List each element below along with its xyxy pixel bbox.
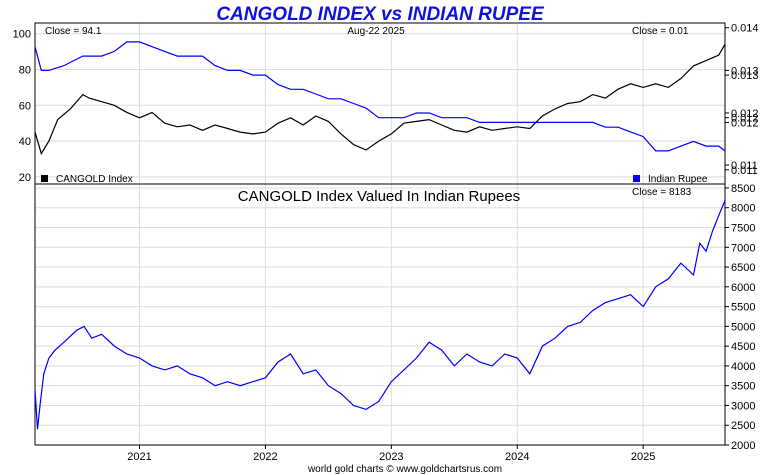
left-close-readout: Close = 94.1 (45, 26, 102, 37)
legend-swatch-cangold (41, 175, 48, 182)
x-axis: 2021 2022 2023 2024 2025 (127, 445, 655, 463)
bottom-right-tick-label: 2500 (731, 420, 755, 432)
left-tick-label: 100 (13, 29, 31, 41)
bottom-right-tick-label: 4000 (731, 361, 755, 373)
left-tick-label: 40 (19, 136, 31, 148)
bottom-right-tick-label: 2000 (731, 440, 755, 452)
bottom-right-tick-label: 5000 (731, 321, 755, 333)
chart-title: CANGOLD INDEX vs INDIAN RUPEE (216, 4, 545, 25)
x-tick-label: 2024 (505, 451, 529, 463)
right-tick-label: 0.011 (731, 160, 758, 172)
bottom-right-tick-label: 7500 (731, 223, 755, 235)
bottom-panel-frame (34, 183, 726, 446)
date-readout: Aug-22 2025 (347, 26, 405, 37)
bottom-right-tick-label: 8000 (731, 203, 755, 215)
x-tick-label: 2025 (631, 451, 655, 463)
bottom-right-tick-label: 5500 (731, 302, 755, 314)
right-tick-label: 0.014 (731, 23, 759, 35)
right-tick-label: 0.012 (731, 113, 759, 125)
legend-label-cangold: CANGOLD Index (56, 174, 133, 185)
legend-label-rupee: Indian Rupee (648, 174, 708, 185)
x-tick-label: 2021 (127, 451, 151, 463)
left-tick-label: 20 (19, 172, 31, 184)
indian-rupee-line (34, 41, 726, 152)
right-tick-label: 0.011 (731, 165, 758, 177)
bottom-close-readout: Close = 8183 (632, 187, 692, 198)
right-tick-label: 0.012 (731, 117, 759, 129)
x-tick-label: 2022 (253, 451, 277, 463)
cangold-inr-line (34, 200, 726, 430)
bottom-right-tick-label: 4500 (731, 341, 755, 353)
left-tick-label: 60 (19, 100, 31, 112)
bottom-panel-title: CANGOLD Index Valued In Indian Rupees (238, 188, 520, 205)
bottom-right-tick-label: 6000 (731, 282, 755, 294)
x-tick-label: 2023 (379, 451, 403, 463)
bottom-panel-grid (35, 184, 725, 446)
right-tick-label: 0.013 (731, 70, 759, 82)
bottom-right-tick-label: 8500 (731, 183, 755, 195)
left-tick-label: 80 (19, 65, 31, 77)
right-tick-label: 0.013 (731, 65, 759, 77)
cangold-index-line (34, 43, 726, 156)
right-close-readout: Close = 0.01 (632, 26, 689, 37)
bottom-right-tick-label: 3500 (731, 381, 755, 393)
top-panel-grid (35, 23, 725, 184)
bottom-right-tick-label: 7000 (731, 242, 755, 254)
right-tick-label: 0.012 (731, 108, 759, 120)
bottom-right-axis: 2000 2500 3000 3500 4000 4500 5000 5500 6000 6500… (725, 183, 755, 452)
bottom-right-tick-label: 3000 (731, 400, 755, 412)
footer-credit: world gold charts © www.goldchartsrus.co… (307, 464, 502, 475)
bottom-right-tick-label: 6500 (731, 262, 755, 274)
legend-swatch-rupee (633, 175, 640, 182)
top-left-axis: 20 40 60 80 100 (13, 29, 31, 184)
